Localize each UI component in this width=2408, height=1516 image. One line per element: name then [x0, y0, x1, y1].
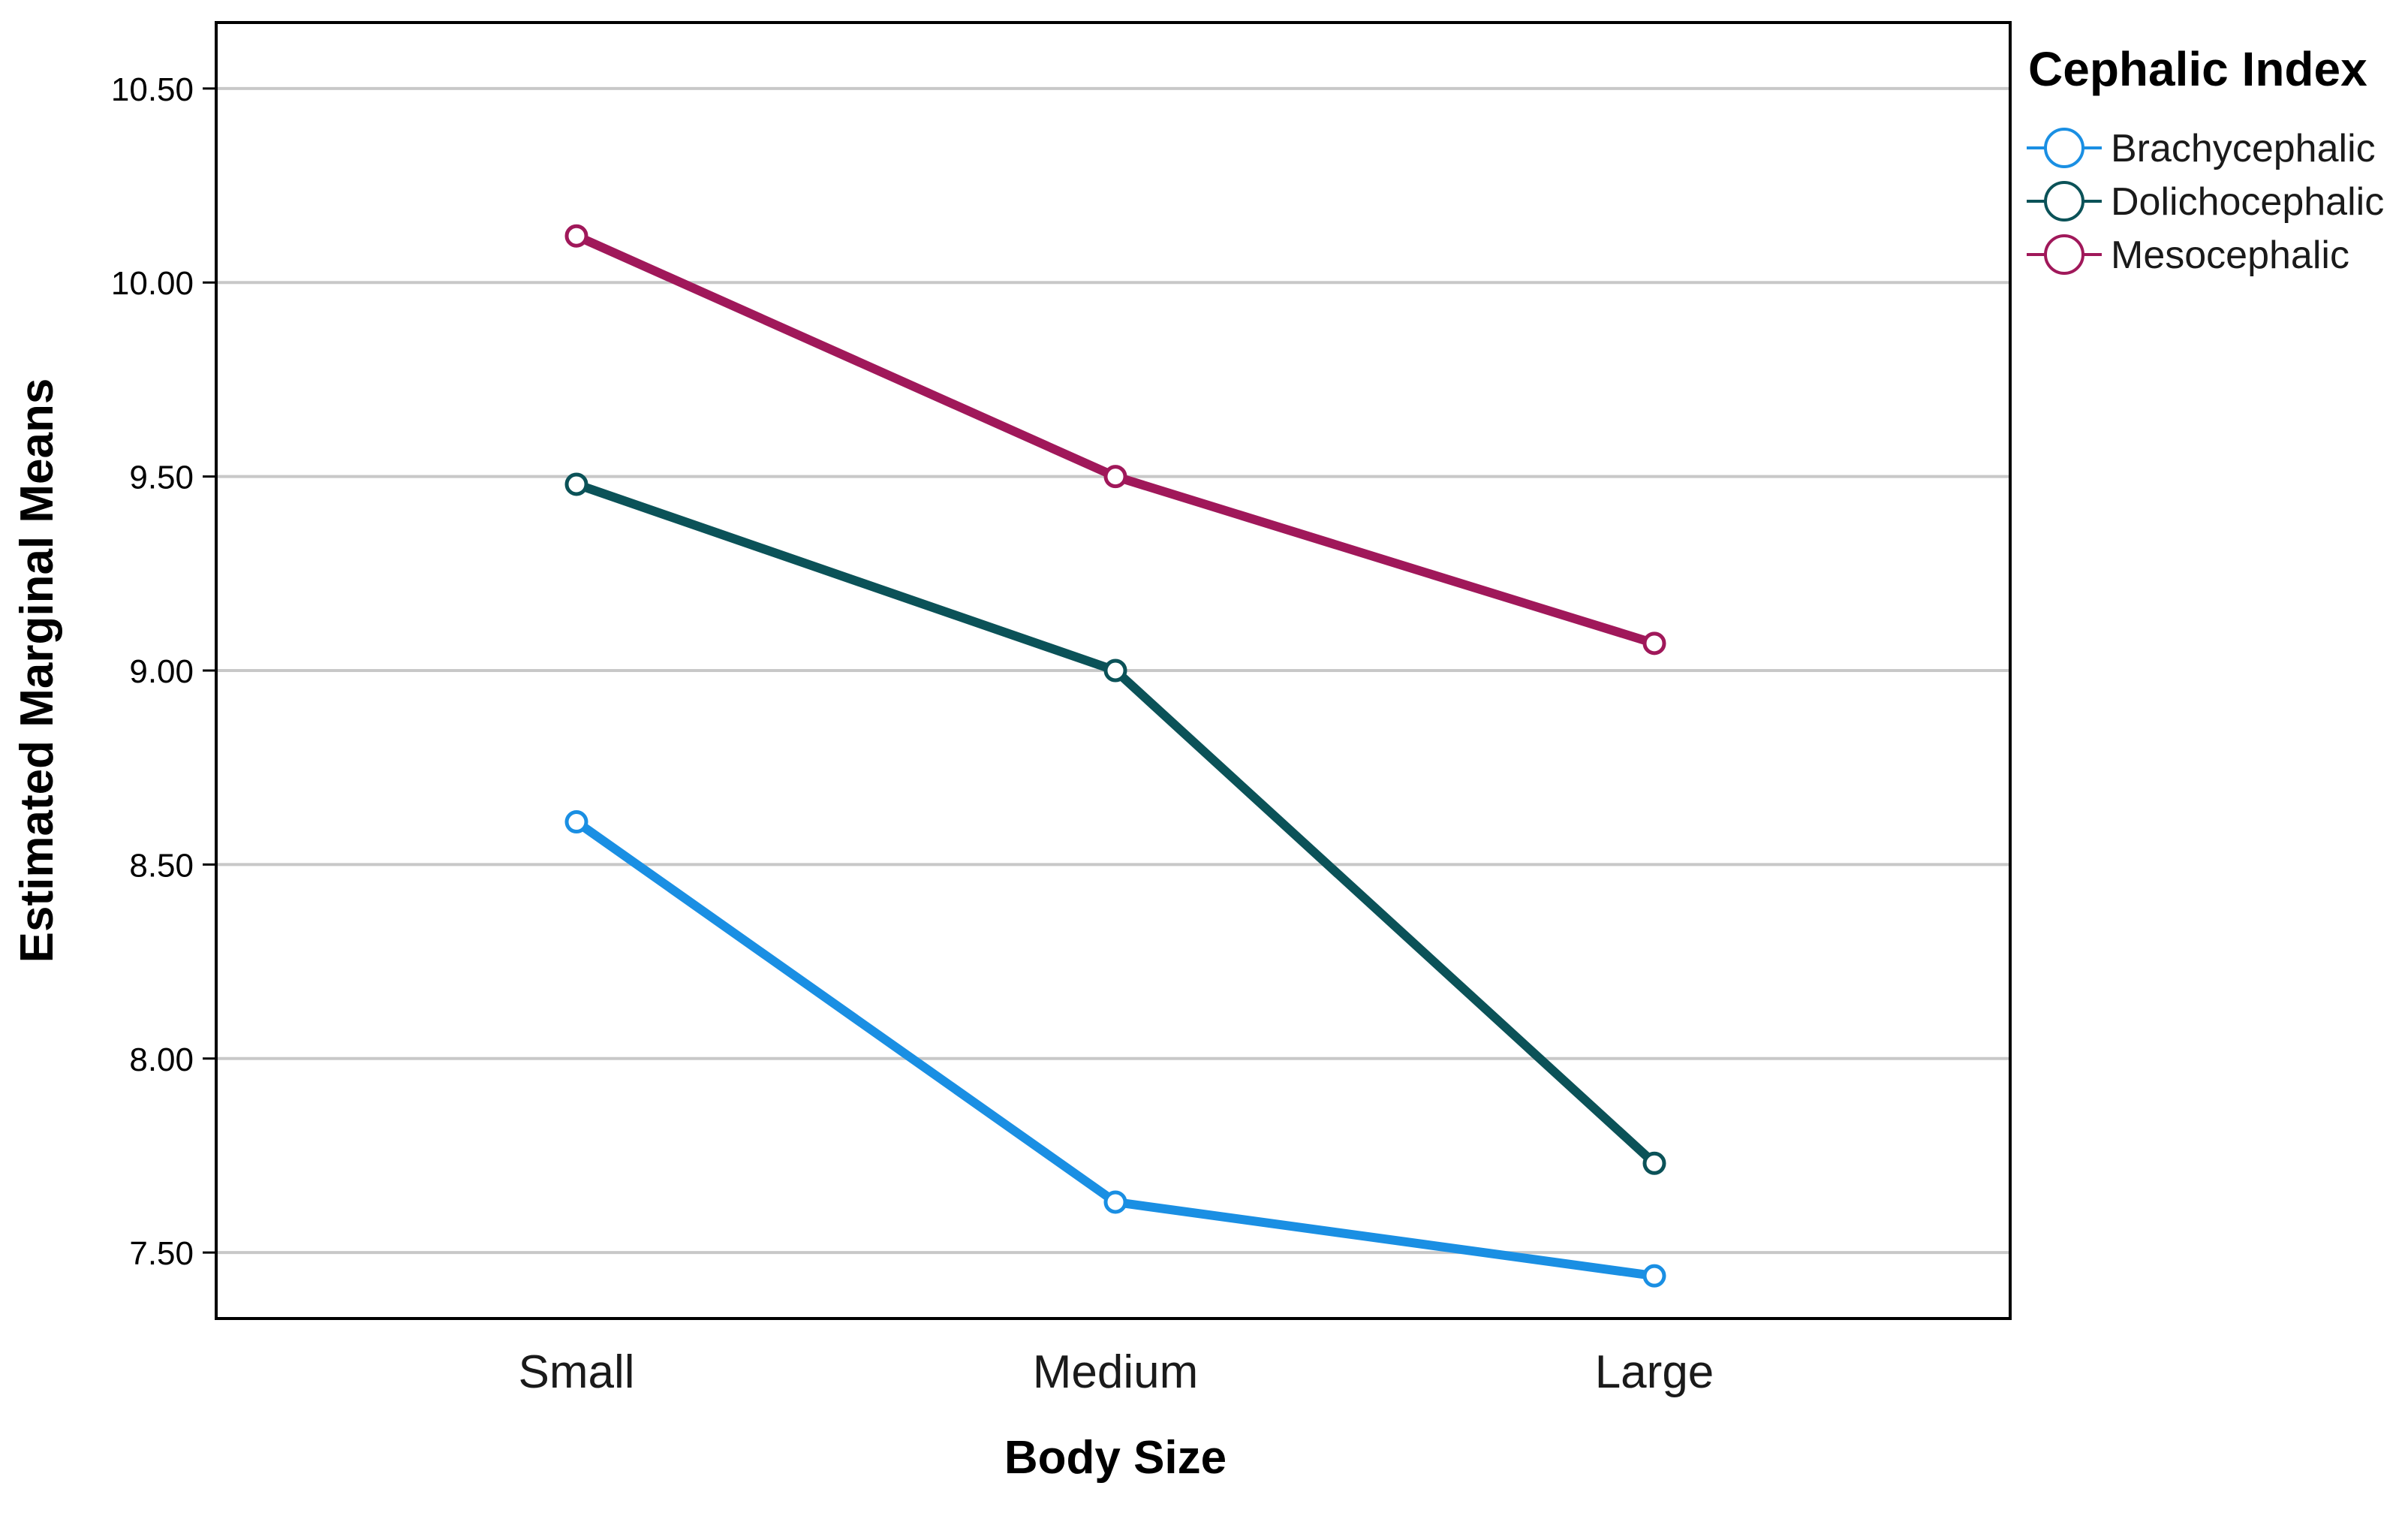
y-tick-label: 9.50: [129, 460, 194, 496]
data-point: [1103, 1190, 1127, 1214]
x-tick-label: Small: [518, 1346, 634, 1398]
legend-label: Dolichocephalic: [2111, 180, 2384, 224]
data-point: [1103, 659, 1127, 683]
y-tick-label: 8.50: [129, 847, 194, 884]
data-point: [564, 224, 588, 248]
x-axis-ticks: Small Medium Large: [518, 1346, 1714, 1398]
data-point: [1103, 465, 1127, 489]
legend-marker: [2044, 181, 2084, 222]
series-group: [564, 224, 1666, 1288]
legend-label: Mesocephalic: [2111, 234, 2349, 277]
data-point: [1642, 1264, 1666, 1288]
y-axis-label: Estimated Marginal Means: [11, 378, 63, 963]
x-axis-label: Body Size: [1004, 1432, 1227, 1484]
x-tick-label: Medium: [1033, 1346, 1199, 1398]
y-axis-ticks: 7.50 8.00 8.50 9.00 9.50 10.00 10.50: [111, 71, 216, 1272]
y-tick-label: 7.50: [129, 1235, 194, 1272]
plot-frame: [215, 21, 2012, 1320]
legend-title: Cephalic Index: [2028, 42, 2367, 96]
y-tick-label: 9.00: [129, 653, 194, 690]
legend-marker: [2044, 234, 2084, 275]
legend-label: Brachycephalic: [2111, 127, 2376, 170]
legend-marker: [2044, 128, 2084, 168]
data-point: [1642, 631, 1666, 656]
data-point: [564, 810, 588, 834]
y-tick-label: 10.50: [111, 71, 194, 108]
data-point: [564, 472, 588, 496]
legend: Cephalic Index Brachycephalic Dolichoceph…: [2027, 42, 2384, 277]
x-tick-label: Large: [1595, 1346, 1714, 1398]
data-point: [1642, 1151, 1666, 1175]
y-tick-label: 10.00: [111, 265, 194, 302]
y-tick-label: 8.00: [129, 1041, 194, 1078]
